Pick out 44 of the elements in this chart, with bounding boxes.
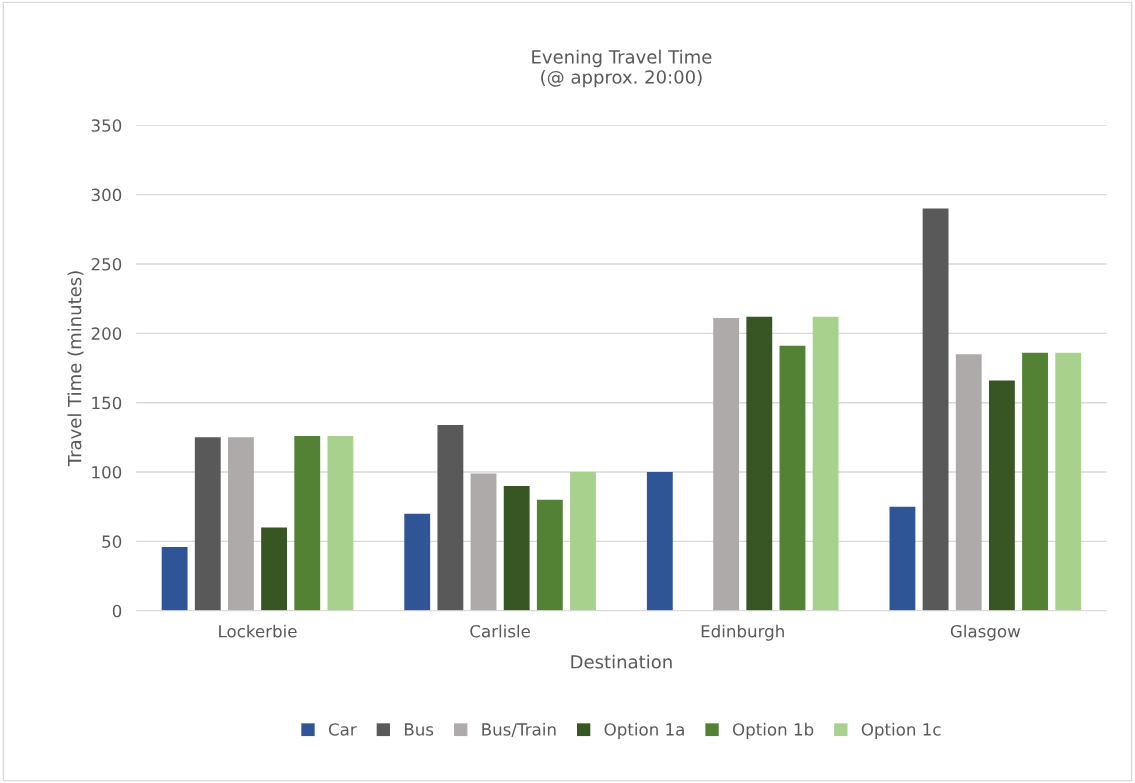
chart-title: Evening Travel Time (@ approx. 20:00) [532,49,712,88]
y-tick-label: 350 [91,119,122,132]
bar [922,208,949,611]
x-tick-label: Glasgow [950,624,1021,641]
bar [327,435,354,611]
x-tick-label: Lockerbie [219,624,297,638]
bar [1055,352,1082,611]
bar [404,513,431,611]
y-axis-title: Travel Time (minutes) [67,271,84,467]
bar [227,437,254,611]
legend-label: Option 1b [732,722,814,739]
bar [194,437,221,611]
bar [570,472,596,611]
y-tick-label: 0 [112,604,122,618]
bar [812,316,839,611]
bar [889,506,916,611]
y-tick-label: 200 [91,327,122,340]
bar [261,527,288,611]
bar [470,473,497,611]
bar [536,499,563,611]
y-tick-label: 100 [92,466,122,479]
legend-label: Bus/Train [482,722,556,738]
bar [1022,352,1048,611]
legend-label: Option 1a [604,722,684,739]
bar [161,546,188,611]
bar [294,435,321,611]
y-tick-label: 300 [91,188,122,202]
bar [713,318,740,611]
legend-label: Bus [404,723,434,736]
y-tick-label: 250 [91,257,122,271]
bar [437,424,464,611]
x-axis-title: Destination [571,654,672,669]
y-tick-label: 50 [102,535,122,548]
bar [503,485,530,611]
x-tick-label: Carlisle [470,624,530,638]
bar [955,354,982,611]
x-tick-label: Edinburgh [701,624,784,641]
bar [988,380,1015,611]
legend-label: Option 1c [861,722,941,739]
bar [746,316,773,611]
legend-label: Car [328,723,357,736]
y-tick-label: 150 [92,396,122,410]
bar [646,472,673,611]
bar [779,345,806,611]
